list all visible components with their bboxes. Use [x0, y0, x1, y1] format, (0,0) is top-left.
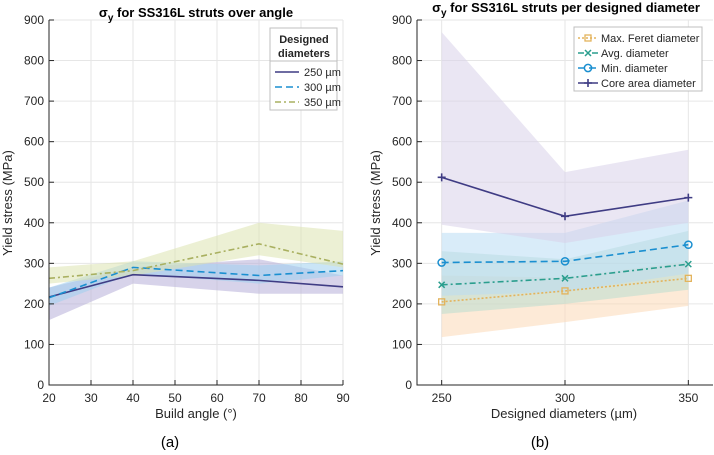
chart-b-series-line-1 [441, 263, 689, 286]
chart-b-point-2-0 [437, 258, 447, 267]
chart-b-ytick-label: 400 [392, 216, 412, 230]
chart-b-xlabel: Designed diameters (µm) [491, 406, 637, 421]
chart-a-ytick-label: 900 [24, 13, 44, 27]
chart-b-legend-marker-2 [583, 63, 593, 73]
chart-a-ytick-label: 500 [24, 175, 44, 189]
chart-a-legend-box [269, 27, 338, 111]
chart-a-ytick-label: 100 [24, 337, 44, 351]
chart-b-series-line-0 [441, 277, 689, 303]
chart-b-legend: Max. Feret diameter Avg. diameter Min. dia… [573, 26, 703, 92]
chart-a-ytick-label: 400 [24, 216, 44, 230]
chart-b-legend-label-1: Avg. diameter [601, 48, 669, 60]
chart-b-point-2-1 [560, 256, 570, 266]
chart-b-ylabel: Yield stress (MPa) [368, 150, 383, 256]
chart-a-panel-label: (a) [161, 434, 179, 451]
chart-b-band-3 [441, 32, 689, 244]
chart-b-point-2-2 [683, 240, 693, 250]
chart-b-legend-label-2: Min. diameter [601, 63, 668, 75]
chart-a-ytick-label: 600 [24, 135, 44, 149]
chart-b-legend-marker-0 [584, 34, 592, 42]
chart-b-point-3-0 [437, 173, 446, 182]
chart-b-point-1-1 [561, 274, 569, 282]
chart-b-legend-marker-3 [584, 79, 592, 87]
chart-b-series-line-2 [441, 243, 689, 264]
chart-a-xtick-label: 70 [252, 391, 266, 405]
chart-a-xtick-label: 80 [294, 391, 308, 405]
chart-b-legend-marker-1 [584, 49, 592, 57]
chart-b-point-1-0 [438, 281, 446, 289]
chart-a-legend-title-line2: diameters [278, 48, 330, 60]
chart-a-series-line-2 [48, 243, 344, 280]
chart-a-ylabel: Yield stress (MPa) [0, 150, 15, 256]
chart-a-axes: 0 100 200 300 400 500 600 700 800 900 20 30 40 50 60 70… [24, 13, 350, 405]
chart-b-title: σy for SS316L struts per designed diamet… [432, 0, 700, 19]
chart-b-ytick-label: 300 [392, 256, 412, 270]
chart-a-axis-lines [48, 20, 343, 386]
chart-a-ytick-label: 0 [37, 378, 44, 392]
chart-b-series-lines [437, 173, 693, 306]
chart-b-legend-items: Max. Feret diameter Avg. diameter Min. dia… [578, 33, 700, 90]
chart-b-point-0-1 [561, 287, 569, 295]
chart-panel-b: 0 100 200 300 400 500 600 700 800 900 250 300 350 σy… [368, 0, 713, 451]
chart-a-ytick-label: 800 [24, 54, 44, 68]
chart-b-ytick-label: 0 [405, 378, 412, 392]
chart-a-series-line-1 [48, 266, 344, 299]
chart-b-legend-label-3: Core area diameter [601, 78, 696, 90]
chart-a-title: σy for SS316L struts over angle [99, 5, 293, 24]
chart-b-ytick-label: 800 [392, 54, 412, 68]
chart-a-ytick-label: 700 [24, 94, 44, 108]
chart-a-legend-label-2: 350 µm [304, 97, 341, 109]
chart-a-xtick-label: 50 [168, 391, 182, 405]
chart-a-xlabel: Build angle (°) [155, 406, 237, 421]
chart-a-ytick-label: 300 [24, 256, 44, 270]
chart-a-legend-label-1: 300 µm [304, 82, 341, 94]
chart-b-point-0-2 [684, 274, 692, 282]
chart-a-ytick-label: 200 [24, 297, 44, 311]
chart-b-xtick-label: 350 [678, 391, 698, 405]
chart-a-error-bands [49, 222, 343, 321]
chart-b-ytick-label: 100 [392, 337, 412, 351]
chart-b-ytick-label: 500 [392, 175, 412, 189]
chart-b-legend-label-0: Max. Feret diameter [601, 33, 700, 45]
chart-a-xtick-label: 90 [336, 391, 350, 405]
chart-b-point-3-1 [561, 212, 569, 221]
chart-a-xtick-label: 60 [210, 391, 224, 405]
chart-b-xtick-label: 250 [432, 391, 452, 405]
chart-panel-a: 0 100 200 300 400 500 600 700 800 900 20 30 40 50 60 70… [0, 5, 350, 451]
chart-a-xtick-label: 40 [126, 391, 140, 405]
chart-b-axes: 0 100 200 300 400 500 600 700 800 900 250 300 350 [392, 13, 713, 405]
chart-b-ytick-label: 200 [392, 297, 412, 311]
chart-b-panel-label: (b) [531, 434, 549, 451]
chart-a-legend-items: 250 µm 300 µm 350 µm [275, 67, 341, 109]
chart-a-legend-label-0: 250 µm [304, 67, 341, 79]
chart-b-axis-lines [416, 20, 713, 386]
chart-a-legend-title-line1: Designed [279, 34, 329, 46]
chart-a-series-line-0 [48, 273, 344, 298]
chart-b-point-3-2 [684, 193, 693, 202]
chart-b-error-bands [441, 32, 689, 338]
chart-b-point-0-0 [438, 298, 446, 306]
chart-b-legend-box [573, 26, 703, 92]
chart-b-ytick-label: 900 [392, 13, 412, 27]
chart-b-point-1-2 [684, 260, 692, 268]
chart-b-xtick-label: 300 [555, 391, 575, 405]
chart-a-xtick-label: 20 [42, 391, 56, 405]
chart-a-series-lines [48, 243, 344, 299]
chart-a-band-2 [49, 222, 343, 284]
chart-a-xtick-label: 30 [84, 391, 98, 405]
chart-a-legend: Designed diameters 250 µm 300 µm 350 µm [269, 27, 341, 111]
chart-b-ytick-label: 600 [392, 135, 412, 149]
chart-b-ytick-label: 700 [392, 94, 412, 108]
